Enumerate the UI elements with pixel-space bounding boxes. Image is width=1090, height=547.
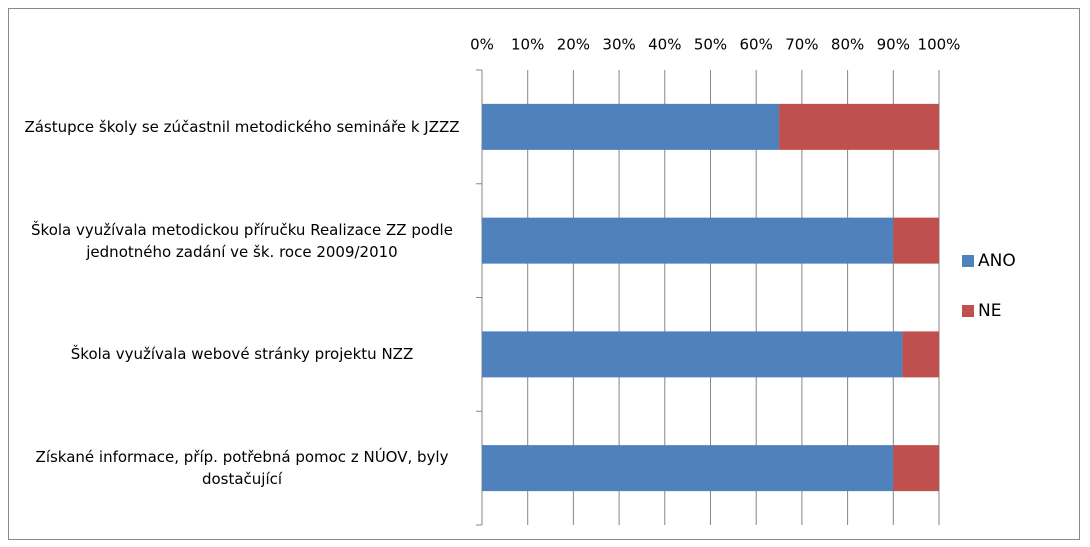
legend-swatch: [962, 255, 974, 267]
category-label: Získané informace, příp. potřebná pomoc …: [35, 448, 449, 489]
x-tick-label: 10%: [511, 36, 544, 54]
bar-segment: [893, 217, 939, 264]
x-tick-label: 70%: [785, 36, 818, 54]
bar-segment: [482, 103, 780, 150]
x-tick-label: 50%: [694, 36, 727, 54]
bar-segment: [893, 445, 939, 492]
bar-segment: [902, 331, 939, 378]
legend-swatch: [962, 305, 974, 317]
legend-label: NE: [978, 301, 1001, 321]
x-tick-label: 80%: [831, 36, 864, 54]
category-label: Škola využívala webové stránky projektu …: [70, 345, 414, 364]
legend-label: ANO: [978, 251, 1016, 271]
bar-segment: [482, 445, 894, 492]
bar-segment: [482, 331, 903, 378]
x-tick-label: 30%: [602, 36, 635, 54]
x-tick-label: 90%: [877, 36, 910, 54]
x-tick-label: 40%: [648, 36, 681, 54]
x-tick-label: 60%: [740, 36, 773, 54]
category-label: Zástupce školy se zúčastnil metodického …: [24, 117, 460, 136]
category-label: Škola využívala metodickou příručku Real…: [31, 220, 453, 261]
x-tick-label: 100%: [918, 36, 961, 54]
bar-segment: [482, 217, 894, 264]
bar-segment: [779, 103, 939, 150]
x-tick-label: 20%: [557, 36, 590, 54]
chart-frame: [8, 8, 1080, 540]
x-tick-label: 0%: [470, 36, 494, 54]
